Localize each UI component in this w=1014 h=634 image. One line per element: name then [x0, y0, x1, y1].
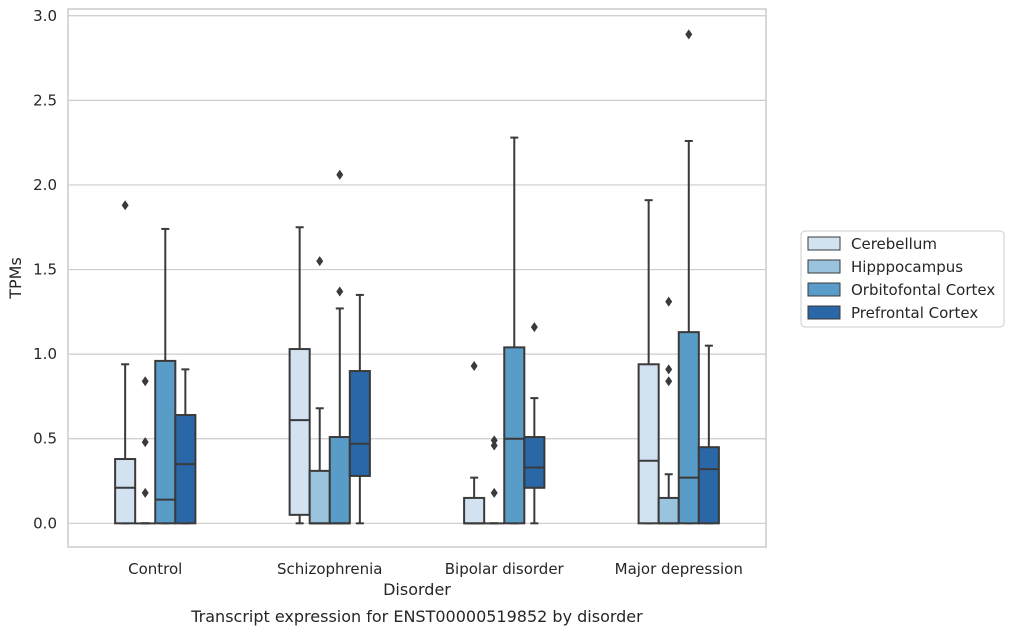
y-axis-label: TPMs: [6, 257, 25, 300]
outlier-point: [490, 487, 498, 498]
outlier-point: [141, 376, 149, 387]
box-cerebellum-1: [288, 226, 311, 525]
box-iqr: [523, 436, 546, 489]
y-tick-labels: 0.0 0.5 1.0 1.5 2.0 2.5 3.0: [33, 7, 57, 533]
outlier-point: [665, 364, 673, 375]
y-tick-label: 1.5: [33, 261, 57, 279]
y-tick-label: 2.0: [33, 176, 57, 194]
legend-swatch: [807, 236, 841, 251]
x-tick-label: Schizophrenia: [277, 560, 382, 578]
box-hipppocampus-3: [657, 296, 680, 525]
box-orbitofontal-cortex-2: [503, 136, 526, 525]
box-iqr: [348, 370, 371, 477]
box-iqr: [637, 363, 660, 525]
y-tick-label: 3.0: [33, 7, 57, 25]
chart-caption: Transcript expression for ENST0000051985…: [190, 607, 643, 626]
x-tick-label: Control: [128, 560, 182, 578]
legend-swatch: [807, 282, 841, 297]
box-iqr: [677, 331, 700, 525]
outlier-point: [141, 437, 149, 448]
outlier-point: [530, 322, 538, 333]
box-cerebellum-3: [637, 199, 660, 525]
outlier-point: [121, 200, 129, 211]
box-iqr: [308, 469, 331, 525]
y-tick-label: 2.5: [33, 91, 57, 109]
outlier-point: [665, 296, 673, 307]
box-iqr: [328, 436, 351, 525]
box-iqr: [463, 496, 486, 525]
box-prefrontal-cortex-3: [697, 344, 720, 525]
box-orbitofontal-cortex-0: [154, 227, 177, 525]
box-cerebellum-2: [463, 360, 486, 525]
legend-label: Cerebellum: [851, 235, 937, 253]
y-tick-label: 1.0: [33, 345, 57, 363]
box-iqr: [114, 458, 137, 525]
x-axis-label: Disorder: [383, 580, 451, 599]
legend: Cerebellum Hipppocampus Orbitofontal Corte…: [800, 230, 1005, 328]
x-tick-labels: Control Schizophrenia Bipolar disorder Majo…: [128, 560, 743, 578]
y-tick-label: 0.0: [33, 514, 57, 532]
box-hipppocampus-0: [135, 376, 156, 525]
outlier-point: [336, 169, 344, 180]
box-hipppocampus-2: [484, 435, 505, 525]
box-prefrontal-cortex-2: [523, 322, 546, 525]
box-iqr: [288, 348, 311, 516]
outlier-point: [490, 440, 498, 451]
box-orbitofontal-cortex-3: [677, 29, 700, 525]
box-prefrontal-cortex-1: [348, 293, 371, 525]
box-iqr: [174, 414, 197, 525]
outlier-point: [470, 360, 478, 371]
plot-frame: [67, 8, 767, 548]
box-hipppocampus-1: [308, 256, 331, 525]
box-iqr: [697, 446, 720, 525]
box-prefrontal-cortex-0: [174, 368, 197, 525]
box-iqr: [503, 346, 526, 525]
y-tick-label: 0.5: [33, 430, 57, 448]
legend-label: Hipppocampus: [851, 258, 963, 276]
outlier-point: [665, 376, 673, 387]
outlier-point: [141, 487, 149, 498]
legend-swatch: [807, 305, 841, 320]
legend-label: Prefrontal Cortex: [851, 304, 978, 322]
legend-frame: [800, 230, 1005, 328]
legend-swatch: [807, 259, 841, 274]
x-tick-label: Bipolar disorder: [445, 560, 565, 578]
outlier-point: [490, 435, 498, 446]
outlier-point: [316, 256, 324, 267]
plot-boxes: [114, 29, 720, 525]
box-iqr: [657, 496, 680, 525]
outlier-point: [336, 286, 344, 297]
legend-label: Orbitofontal Cortex: [851, 281, 995, 299]
outlier-point: [685, 29, 693, 40]
box-cerebellum-0: [114, 200, 137, 525]
x-tick-label: Major depression: [615, 560, 743, 578]
box-orbitofontal-cortex-1: [328, 169, 351, 525]
